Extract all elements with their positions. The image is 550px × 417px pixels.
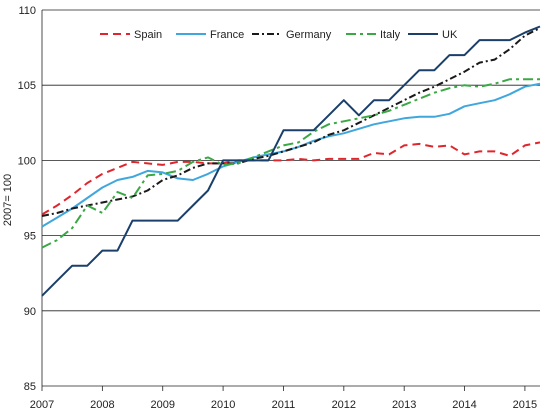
x-tick-label: 2009 [150, 399, 174, 411]
y-tick-label: 95 [24, 231, 36, 243]
x-tick-label: 2015 [513, 399, 537, 411]
y-tick-label: 105 [18, 80, 36, 92]
y-tick-label: 110 [18, 5, 36, 17]
legend-label-italy: Italy [380, 29, 401, 41]
series-lines [41, 25, 541, 297]
series-line-italy [41, 78, 540, 249]
x-tick-label: 2014 [452, 399, 476, 411]
x-tick-label: 2012 [332, 399, 356, 411]
x-tick-label: 2008 [90, 399, 114, 411]
legend-label-germany: Germany [286, 29, 332, 41]
legend-label-spain: Spain [134, 29, 162, 41]
x-tick-label: 2010 [211, 399, 235, 411]
series-line-spain [41, 141, 541, 216]
series-line-germany [41, 27, 541, 217]
series-line-uk [41, 25, 541, 297]
x-tick-label: 2013 [392, 399, 416, 411]
y-tick-label: 85 [24, 381, 36, 393]
gridlines [42, 9, 540, 387]
tick-labels: 85 90 95 100 105 110 2007 2008 2009 2010 2011 2012 2… [18, 5, 538, 411]
y-axis-title: 2007= 100 [2, 174, 14, 226]
x-tick-label: 2011 [272, 399, 296, 411]
y-tick-label: 100 [18, 155, 36, 167]
axes [41, 10, 526, 391]
legend-label-france: France [210, 29, 244, 41]
x-tick-label: 2007 [30, 399, 54, 411]
y-tick-label: 90 [24, 306, 36, 318]
legend-label-uk: UK [442, 29, 458, 41]
legend: Spain France Germany Italy UK [100, 29, 458, 41]
